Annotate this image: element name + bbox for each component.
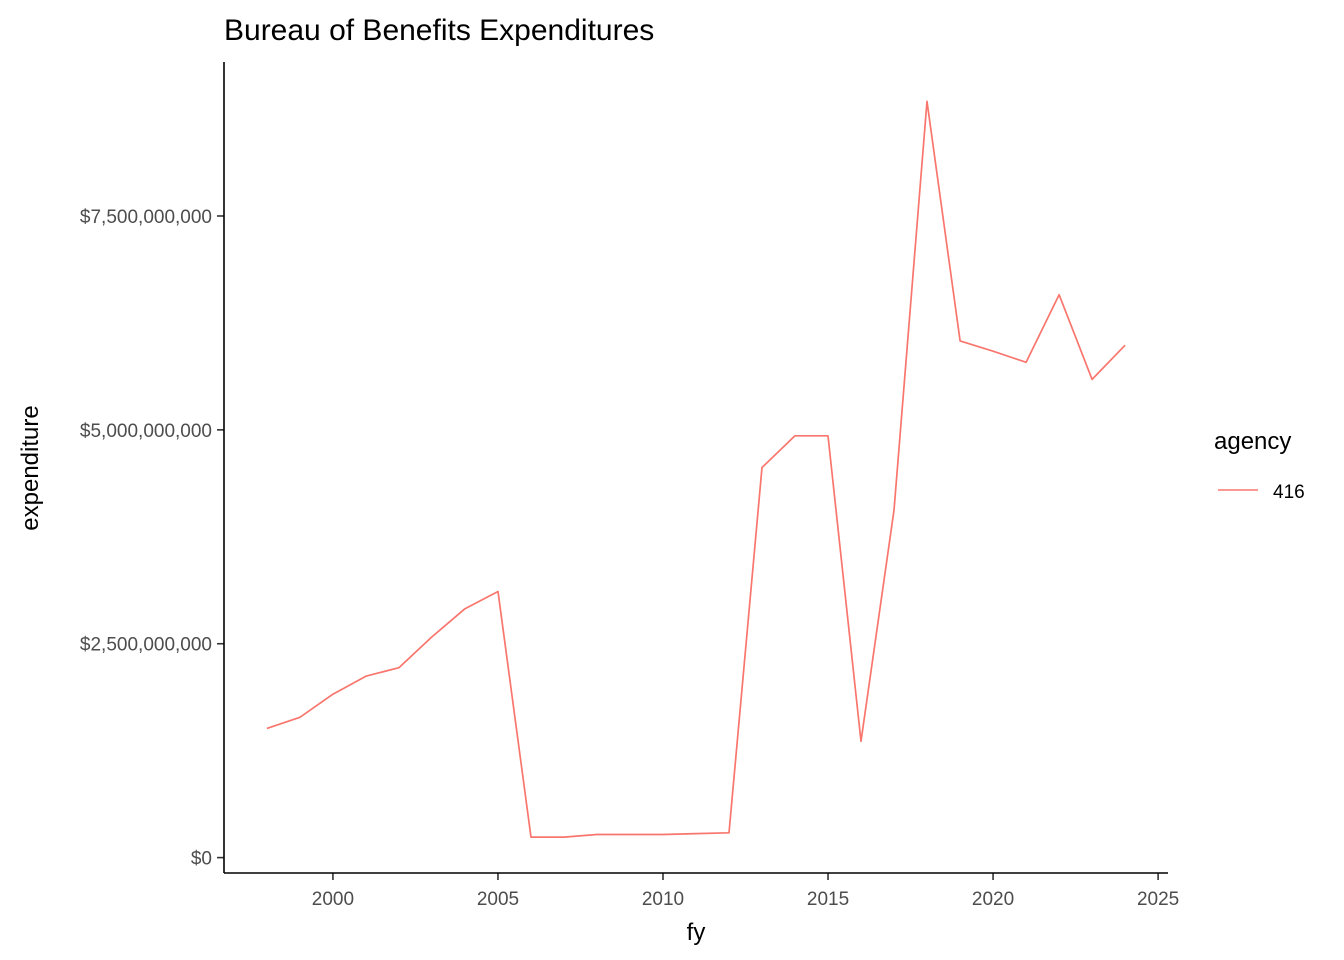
x-tick-label: 2005 <box>477 889 519 910</box>
y-axis-title: expenditure <box>17 405 44 530</box>
y-tick-label: $7,500,000,000 <box>80 207 212 228</box>
x-tick-label: 2025 <box>1137 889 1179 910</box>
x-axis-ticks: 2000 2005 2010 2015 2020 2025 <box>312 873 1179 910</box>
chart-title: Bureau of Benefits Expenditures <box>224 14 654 47</box>
y-tick-label: $0 <box>191 849 212 870</box>
x-axis-title: fy <box>687 919 706 946</box>
x-tick-label: 2015 <box>807 889 849 910</box>
x-tick-label: 2000 <box>312 889 354 910</box>
series-line-416 <box>266 100 1126 838</box>
x-tick-label: 2010 <box>642 889 684 910</box>
series-layer <box>266 100 1126 838</box>
y-tick-label: $2,500,000,000 <box>80 635 212 656</box>
x-tick-label: 2020 <box>972 889 1014 910</box>
y-tick-label: $5,000,000,000 <box>80 421 212 442</box>
y-axis-ticks: $0 $2,500,000,000 $5,000,000,000 $7,500,000… <box>80 207 224 870</box>
legend-label-416: 416 <box>1273 482 1305 503</box>
legend-title: agency <box>1214 428 1291 455</box>
legend: agency 416 <box>1214 428 1305 503</box>
